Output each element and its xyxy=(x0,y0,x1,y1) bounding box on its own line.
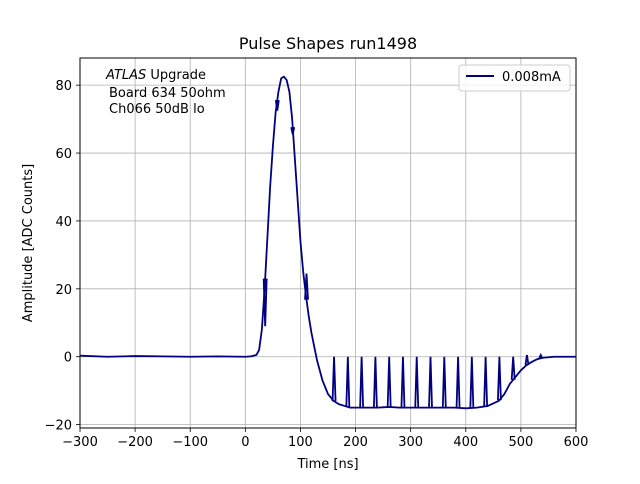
x-tick-label: 300 xyxy=(398,435,423,450)
x-tick-label: 500 xyxy=(508,435,533,450)
legend: 0.008mA xyxy=(458,64,571,92)
legend-box xyxy=(458,64,571,92)
y-axis-label: Amplitude [ADC Counts] xyxy=(21,164,36,322)
x-tick-label: −100 xyxy=(172,435,208,450)
y-tick-label: 80 xyxy=(55,79,72,94)
pulse-spike xyxy=(469,356,475,408)
y-tick-label: −20 xyxy=(45,419,72,434)
x-tick-label: 100 xyxy=(288,435,313,450)
pulse-spike xyxy=(483,356,489,407)
pulse-spike xyxy=(524,354,530,365)
x-tick-label: −200 xyxy=(117,435,153,450)
pulse-spike xyxy=(400,356,406,408)
x-tick-label: 600 xyxy=(564,435,589,450)
axis-ticks: −300 −200 −100 0 100 200 300 400 500 600−20020406… xyxy=(45,79,589,450)
annotation-line1: ATLAS Upgrade xyxy=(105,68,206,83)
y-tick-label: 40 xyxy=(55,215,72,230)
annotation: ATLAS Upgrade Board 634 50ohm Ch066 50dB… xyxy=(105,68,226,117)
pulse-spike xyxy=(290,127,296,135)
pulse-spike xyxy=(274,99,280,111)
pulse-spike xyxy=(538,352,544,359)
x-tick-label: −300 xyxy=(62,435,98,450)
pulse-spike xyxy=(428,356,433,408)
x-axis-label: Time [ns] xyxy=(296,457,358,472)
annotation-line2: Board 634 50ohm xyxy=(109,86,226,101)
annotation-line3: Ch066 50dB lo xyxy=(109,102,205,117)
legend-label: 0.008mA xyxy=(502,70,561,85)
annotation-upgrade: Upgrade xyxy=(146,68,206,83)
y-tick-label: 60 xyxy=(55,147,72,162)
pulse-spike xyxy=(262,278,268,327)
pulse-spike xyxy=(455,356,461,408)
x-tick-label: 400 xyxy=(453,435,478,450)
pulse-spike xyxy=(386,356,392,408)
plot-data xyxy=(79,75,576,410)
pulse-spike xyxy=(331,356,337,402)
pulse-spike xyxy=(372,356,378,408)
chart-title: Pulse Shapes run1498 xyxy=(239,34,417,53)
y-tick-label: 20 xyxy=(55,283,72,298)
annotation-atlas: ATLAS xyxy=(105,68,146,83)
pulse-spike xyxy=(304,273,309,300)
x-tick-label: 0 xyxy=(241,435,249,450)
pulse-spike xyxy=(441,356,447,408)
x-tick-label: 200 xyxy=(343,435,368,450)
plot-frame xyxy=(79,57,577,429)
pulse-spike xyxy=(496,356,502,401)
pulse-spike xyxy=(359,356,365,408)
pulse-spike xyxy=(510,356,516,380)
y-tick-label: 0 xyxy=(64,351,72,366)
pulse-spike xyxy=(345,356,351,407)
pulse-spike xyxy=(414,356,420,408)
